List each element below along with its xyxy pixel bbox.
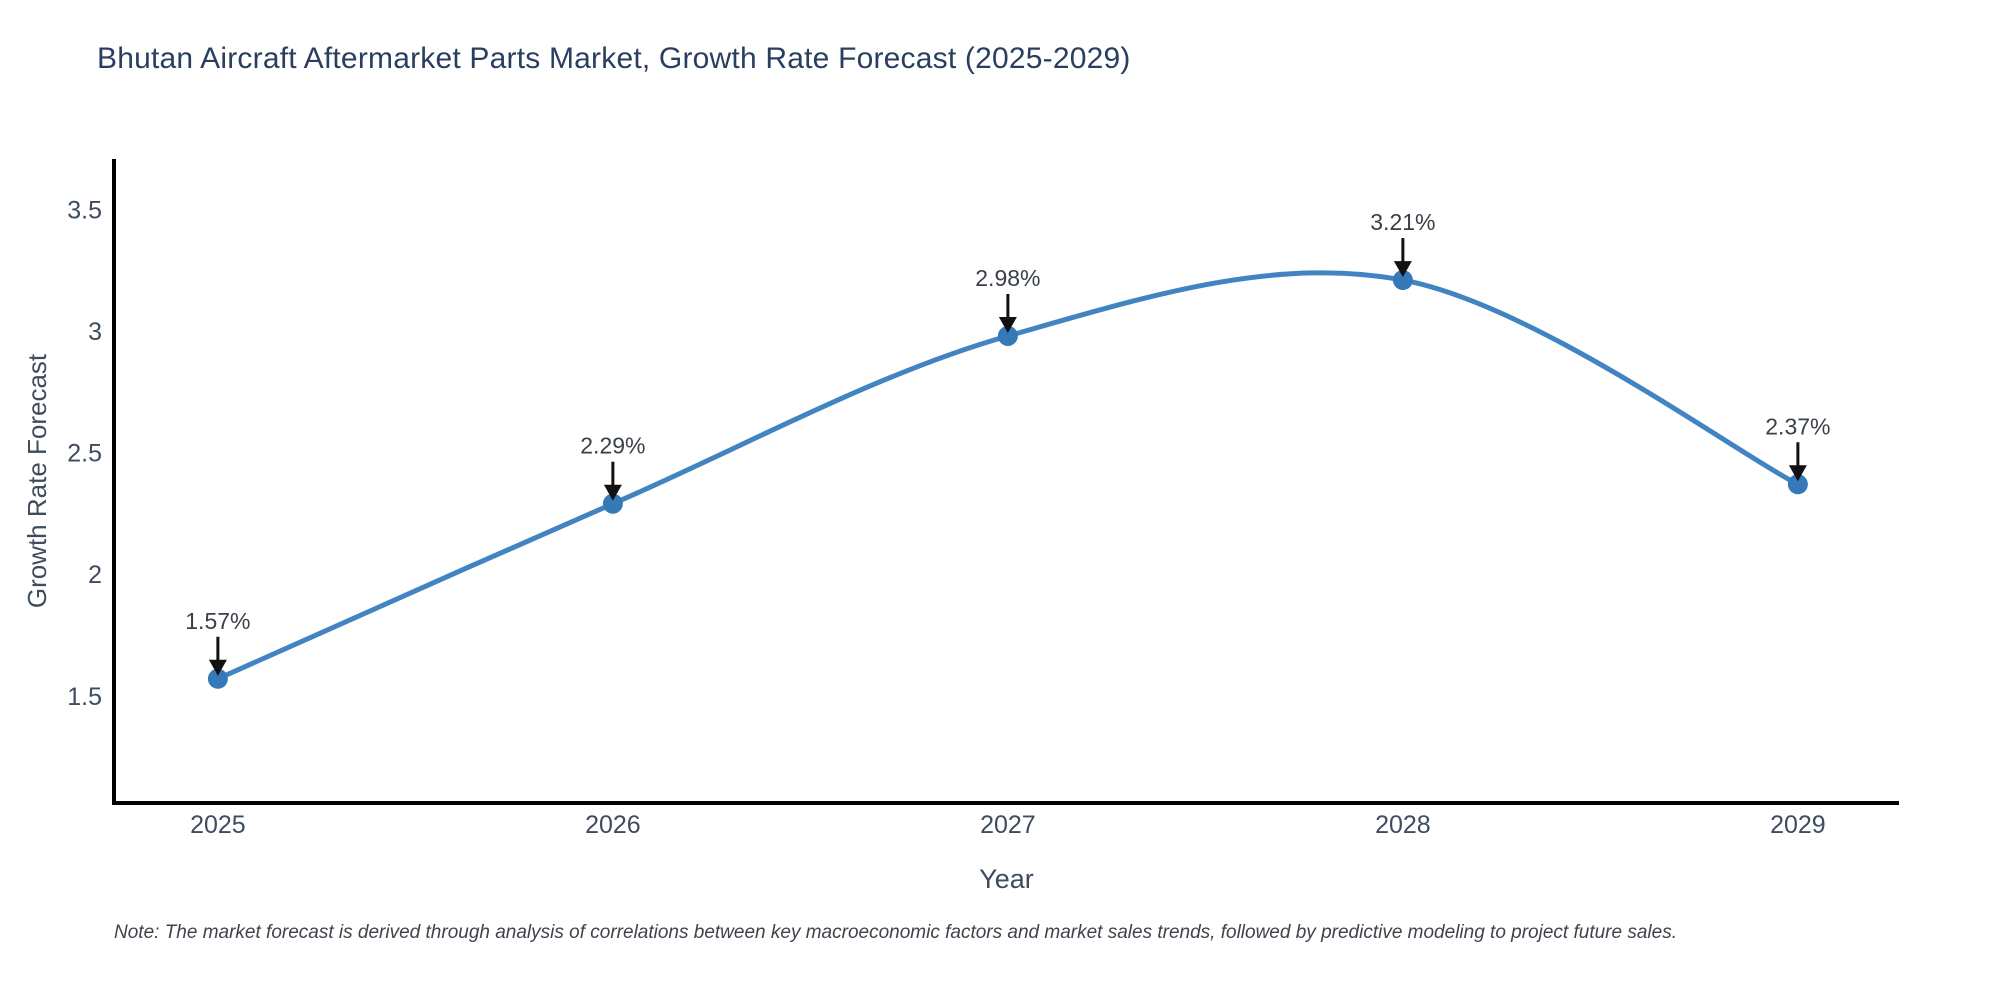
y-tick-label: 3 [88,318,102,346]
data-point-marker [207,668,228,689]
x-axis-title: Year [979,864,1034,894]
footnote: Note: The market forecast is derived thr… [114,922,1677,943]
data-point-marker [1392,270,1413,291]
x-tick-label: 2029 [1770,811,1826,839]
annotation-label: 1.57% [185,608,250,634]
y-tick-label: 1.5 [67,683,102,711]
x-tick-label: 2027 [980,811,1036,839]
y-tick-label: 2 [88,561,102,589]
annotation-label: 2.37% [1765,413,1830,439]
annotation-arrow-head [1788,465,1807,482]
annotation-label: 3.21% [1370,209,1435,235]
annotation-arrow-head [208,659,227,676]
y-axis-title: Growth Rate Forecast [22,353,52,609]
x-tick-label: 2025 [190,811,246,839]
data-point-marker [997,325,1018,346]
annotation-label: 2.29% [580,433,645,459]
annotation-arrow-head [603,484,622,501]
annotation-arrow-head [1393,261,1412,278]
data-point-marker [1787,474,1808,495]
data-point-marker [602,493,623,514]
x-tick-label: 2026 [585,811,641,839]
annotation-label: 2.98% [975,265,1040,291]
y-tick-label: 3.5 [67,197,102,225]
x-tick-label: 2028 [1375,811,1431,839]
chart-title: Bhutan Aircraft Aftermarket Parts Market… [97,42,1131,75]
annotation-arrow-head [998,316,1017,333]
y-tick-label: 2.5 [67,440,102,468]
